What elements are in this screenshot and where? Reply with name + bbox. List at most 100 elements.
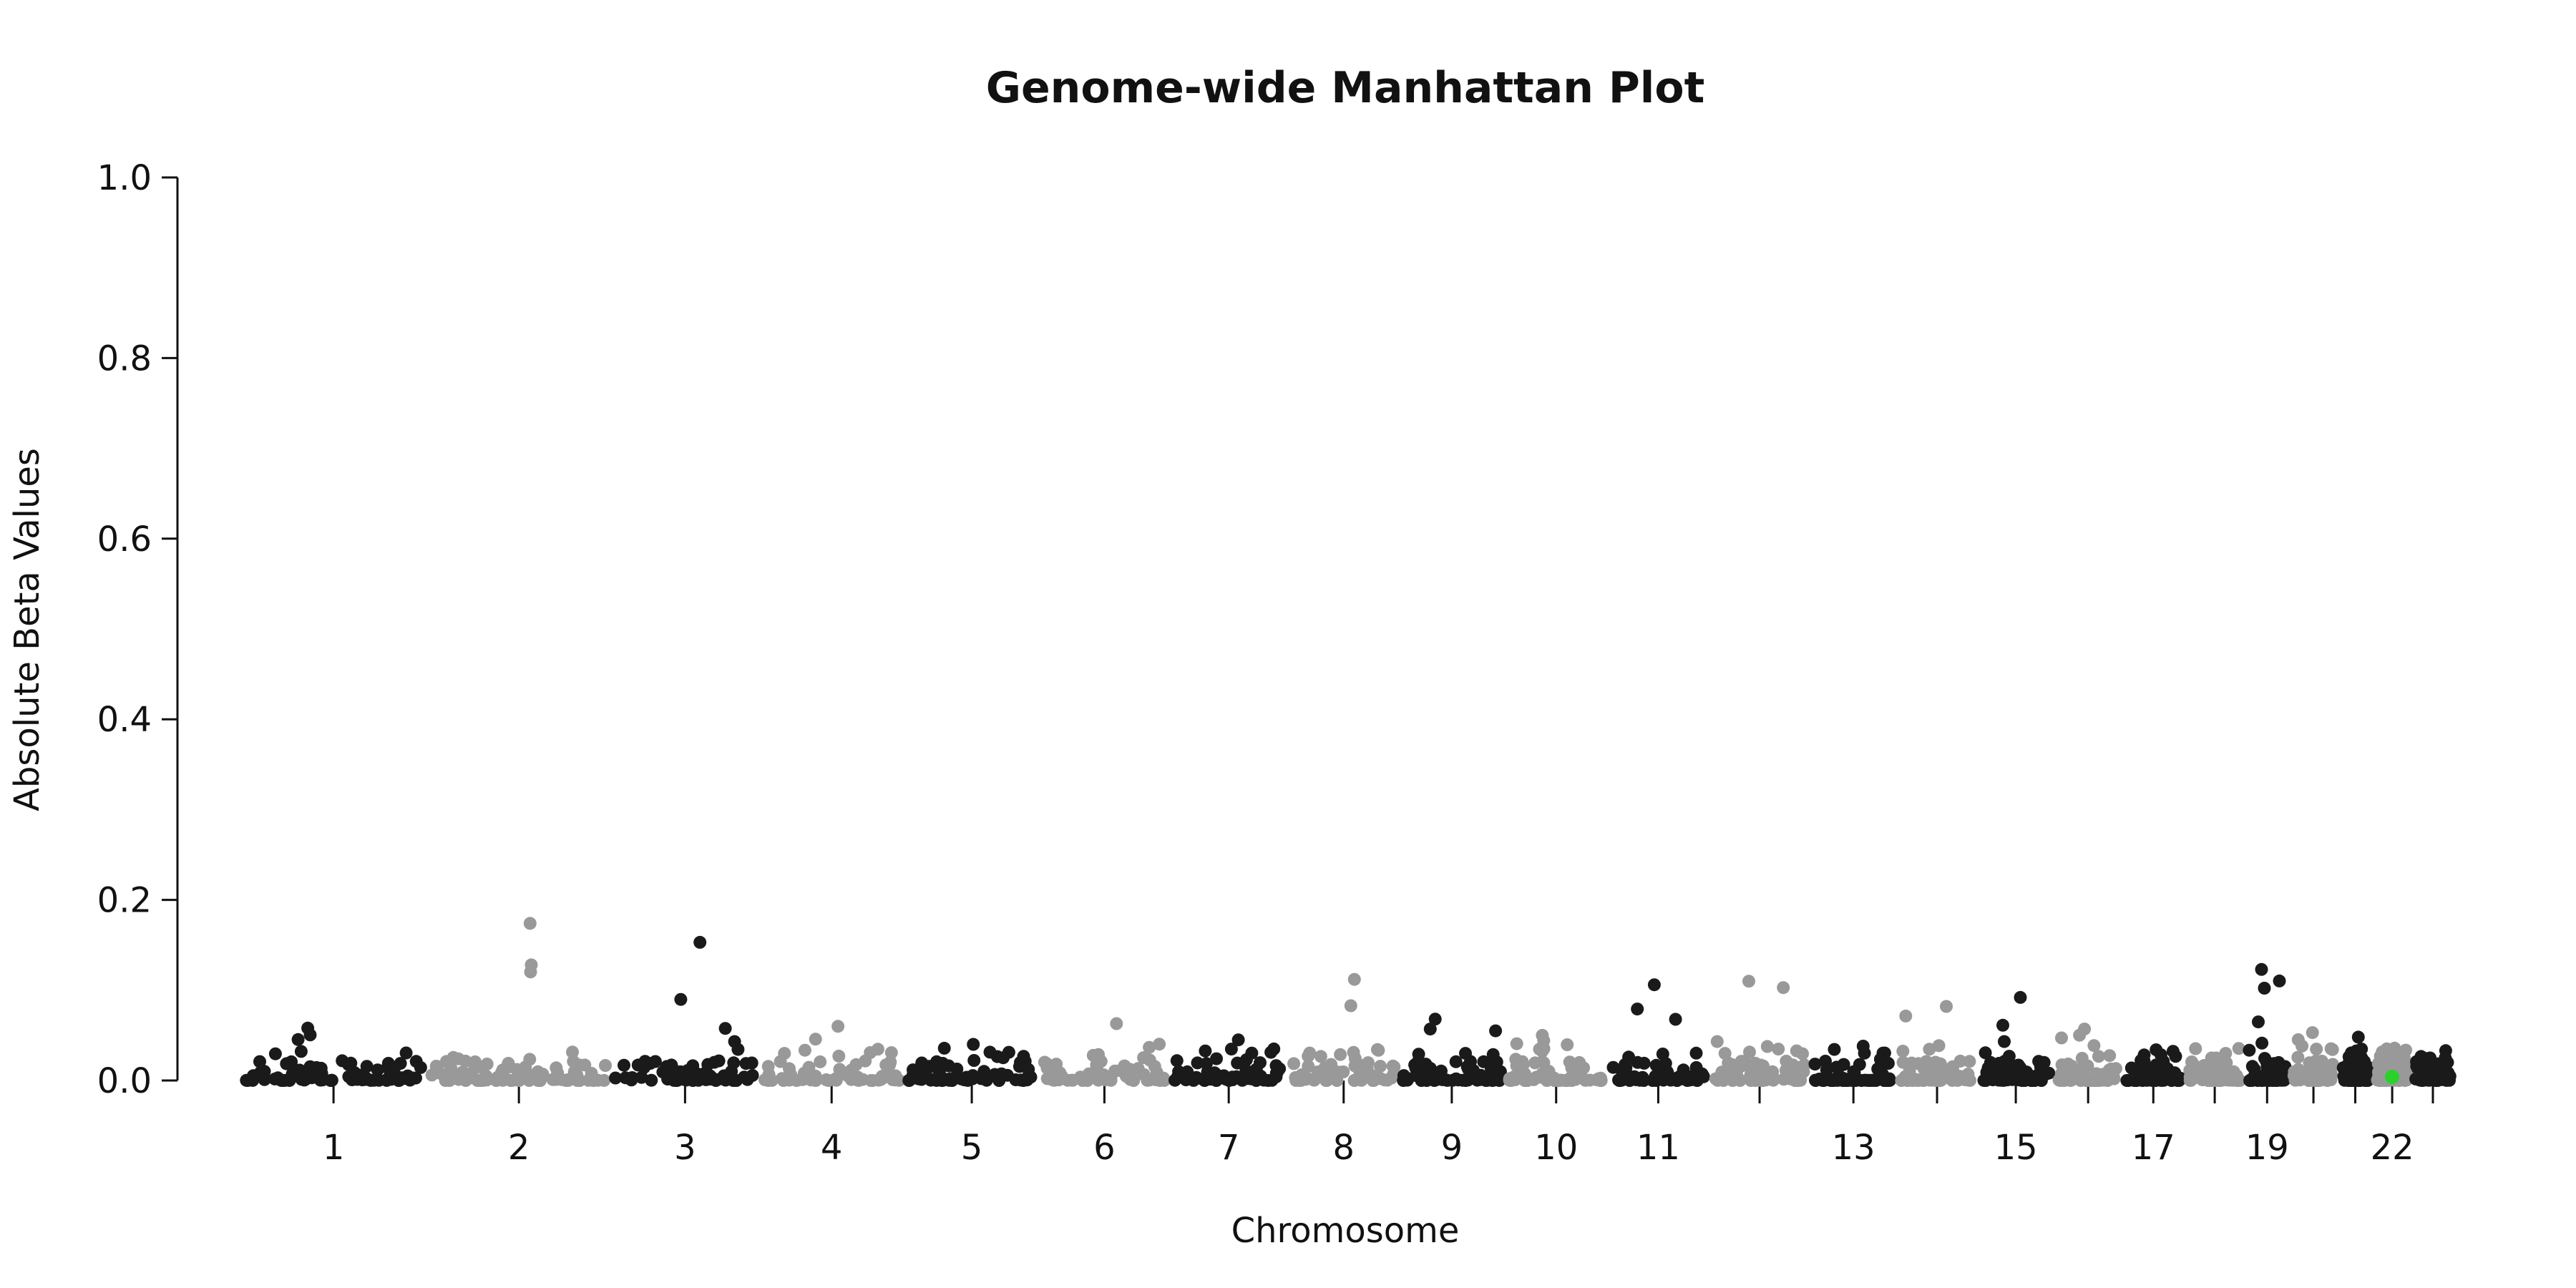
data-point: [2250, 1073, 2264, 1087]
data-point: [663, 1068, 677, 1082]
data-point: [1257, 1073, 1271, 1087]
data-point: [1489, 1024, 1503, 1038]
data-point: [546, 1073, 560, 1086]
data-point: [1932, 1039, 1946, 1053]
data-point: [2311, 1072, 2325, 1085]
data-point: [257, 1065, 270, 1078]
data-point: [1508, 1073, 1522, 1086]
data-point: [1989, 1059, 2002, 1073]
data-point: [1337, 1065, 1350, 1078]
x-tick-label: 11: [1636, 1128, 1680, 1168]
data-point: [559, 1073, 572, 1087]
data-point: [1344, 999, 1357, 1013]
data-point: [2252, 1015, 2265, 1029]
data-point: [1710, 1035, 1724, 1048]
x-axis-label: Chromosome: [1231, 1211, 1460, 1251]
data-point: [523, 1053, 537, 1066]
data-point: [1998, 1035, 2011, 1048]
data-point: [648, 1055, 662, 1068]
x-tick-label: 1: [323, 1128, 345, 1168]
data-point: [2361, 1060, 2374, 1073]
data-point: [2205, 1051, 2218, 1065]
x-tick-label: 6: [1093, 1128, 1116, 1168]
data-point: [944, 1072, 957, 1085]
data-point: [305, 1071, 318, 1085]
data-point: [1808, 1058, 1822, 1071]
data-point: [1118, 1059, 1131, 1073]
data-point: [1850, 1073, 1864, 1086]
data-point: [504, 1074, 518, 1087]
data-point: [524, 965, 537, 979]
peak-point: [1940, 1000, 1953, 1013]
data-point: [2245, 1060, 2259, 1073]
data-point: [761, 1060, 775, 1073]
data-point: [1292, 1073, 1305, 1087]
data-point: [1092, 1048, 1105, 1061]
data-point: [1076, 1074, 1090, 1087]
peak-point: [2306, 1026, 2319, 1040]
data-point: [1689, 1046, 1703, 1060]
x-axis: 1 2 3 4 5 6 7 8 9 10 11 13 15 17 19 22: [323, 1080, 2434, 1168]
data-point: [286, 1068, 299, 1081]
data-point: [924, 1060, 937, 1073]
peak-point: [2014, 990, 2027, 1004]
data-point: [1563, 1055, 1576, 1069]
highlighted-point: [2385, 1070, 2400, 1084]
data-point: [447, 1050, 460, 1064]
peak-point: [1347, 972, 1361, 986]
data-point: [814, 1055, 827, 1068]
data-point: [708, 1055, 721, 1069]
peak-point: [1647, 978, 1661, 992]
data-point: [2007, 1066, 2021, 1079]
data-point: [1718, 1047, 1732, 1060]
data-point: [1314, 1050, 1327, 1063]
data-point: [1267, 1042, 1281, 1055]
data-point: [1104, 1073, 1118, 1087]
data-point: [1979, 1046, 1992, 1060]
data-point: [2394, 1050, 2408, 1064]
data-point: [1052, 1073, 1065, 1087]
data-point: [1249, 1064, 1262, 1078]
data-point: [778, 1047, 791, 1060]
data-point: [2042, 1066, 2056, 1080]
data-point: [1953, 1054, 1967, 1068]
data-point: [699, 1073, 713, 1086]
data-point: [1583, 1073, 1596, 1087]
data-point: [731, 1043, 745, 1056]
data-point: [1853, 1058, 1866, 1071]
data-point: [2183, 1073, 2197, 1087]
chart-title: Genome-wide Manhattan Plot: [986, 63, 1705, 113]
x-tick-label: 9: [1441, 1128, 1463, 1168]
peak-point: [1742, 975, 1755, 988]
data-point: [1270, 1065, 1284, 1079]
data-point: [315, 1066, 328, 1080]
data-point: [1234, 1071, 1247, 1085]
data-point: [1050, 1058, 1063, 1071]
data-point: [371, 1063, 384, 1077]
data-point: [1593, 1073, 1606, 1087]
data-point: [609, 1071, 623, 1085]
data-point: [1521, 1074, 1534, 1087]
data-point: [688, 1072, 702, 1085]
peak-point: [1428, 1013, 1442, 1026]
data-point: [1487, 1073, 1501, 1087]
data-point: [1658, 1072, 1672, 1085]
data-point: [1899, 1009, 1913, 1023]
x-tick-label: 2: [508, 1128, 530, 1168]
data-point: [1813, 1073, 1826, 1085]
data-point: [1366, 1074, 1380, 1087]
data-point: [2092, 1050, 2105, 1063]
y-tick-label: 0.8: [97, 338, 152, 379]
data-point: [2055, 1031, 2068, 1045]
data-point: [364, 1073, 378, 1087]
data-point: [2233, 1073, 2246, 1087]
data-point: [2310, 1043, 2323, 1056]
data-point: [2124, 1073, 2138, 1087]
data-point: [2032, 1055, 2046, 1068]
data-point: [2215, 1064, 2228, 1078]
data-point: [1918, 1058, 1932, 1071]
data-point: [1461, 1073, 1475, 1087]
data-point: [966, 1072, 980, 1085]
data-point: [2243, 1043, 2256, 1057]
